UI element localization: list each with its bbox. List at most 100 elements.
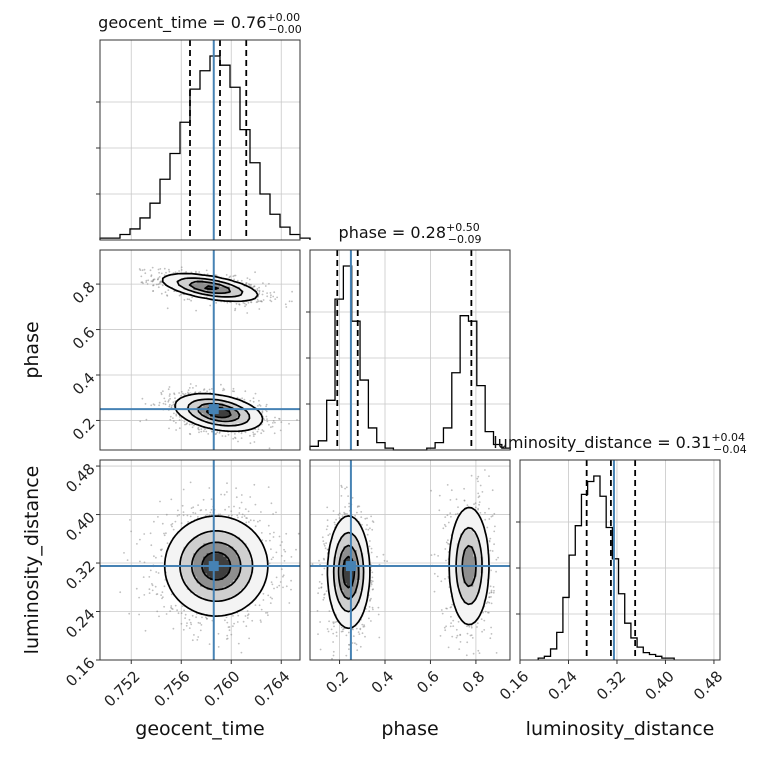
density-cell [203, 596, 207, 601]
sample-point [273, 531, 275, 534]
sample-point [258, 286, 260, 289]
sample-point [282, 575, 284, 578]
panel-title: luminosity_distance = 0.31+0.04 −0.04 [493, 431, 747, 456]
density-cell [253, 560, 257, 564]
sample-point [238, 507, 241, 509]
density-cell [170, 573, 174, 577]
sample-point [325, 590, 328, 592]
sample-point [210, 498, 213, 501]
sample-point [267, 594, 270, 597]
density-cell [243, 600, 247, 604]
density-cell [223, 566, 227, 571]
sample-point [366, 524, 368, 526]
density-cell [213, 603, 217, 607]
density-cell [186, 273, 191, 277]
sample-point [205, 509, 207, 511]
density-cell [223, 570, 227, 574]
density-cell [250, 553, 254, 557]
density-cell [263, 556, 267, 561]
density-cell [243, 286, 247, 291]
density-cell [233, 560, 237, 564]
density-cell [193, 606, 197, 611]
sample-point [243, 302, 246, 305]
density-cell [223, 606, 227, 611]
density-cell [213, 606, 217, 611]
density-cell [200, 550, 204, 554]
density-cell [180, 403, 184, 407]
sample-point [370, 551, 373, 554]
density-cell [253, 423, 257, 427]
sample-point [253, 483, 256, 486]
sample-point [210, 513, 213, 516]
density-cell [250, 540, 254, 544]
density-cell [220, 543, 224, 547]
sample-point [175, 414, 178, 417]
density-cell [226, 426, 231, 431]
sample-point [261, 300, 263, 303]
density-cell [203, 600, 207, 604]
density-cell [186, 573, 191, 577]
sample-point [245, 517, 248, 519]
density-cell [253, 580, 257, 584]
histogram-step [537, 475, 675, 660]
sample-point [244, 508, 247, 510]
sample-point [197, 636, 200, 638]
density-cell [263, 576, 267, 581]
density-cell [256, 556, 261, 561]
density-cell [246, 553, 251, 557]
sample-point [288, 422, 290, 425]
density-cell [183, 596, 187, 601]
density-cell [210, 533, 214, 537]
sample-point [195, 616, 198, 619]
density-cell [190, 600, 194, 604]
density-cell [206, 596, 211, 601]
density-cell [203, 423, 207, 427]
sample-point [280, 555, 283, 557]
sample-point [182, 488, 185, 491]
sample-point [368, 545, 371, 548]
density-cell [240, 553, 244, 557]
density-cell [190, 523, 194, 527]
sample-point [135, 587, 138, 590]
density-cell [190, 576, 194, 581]
sample-point [162, 390, 164, 393]
sample-point [369, 527, 371, 530]
density-cell [203, 610, 207, 614]
density-cell [260, 546, 264, 551]
sample-point [265, 415, 268, 418]
sample-point [262, 282, 264, 284]
density-cell [240, 426, 244, 431]
density-cell [213, 426, 217, 431]
sample-point [183, 299, 186, 301]
density-cell [260, 560, 264, 564]
density-cell [230, 396, 234, 401]
sample-point [252, 433, 255, 436]
sample-point [282, 586, 284, 589]
sample-point [226, 634, 229, 637]
density-cell [246, 543, 251, 547]
density-cell [226, 576, 231, 581]
density-cell [210, 423, 214, 427]
density-cell [200, 593, 204, 597]
density-cell [216, 296, 221, 301]
density-cell [206, 610, 211, 614]
sample-point [226, 637, 229, 640]
density-cell [223, 540, 227, 544]
sample-point [303, 560, 305, 562]
density-cell [236, 593, 241, 597]
contour-line [163, 515, 269, 617]
density-cell [186, 580, 191, 584]
density-cell [186, 546, 191, 551]
sample-point [325, 542, 327, 544]
density-cell [216, 596, 221, 601]
density-cell [223, 286, 227, 291]
density-cell [206, 393, 211, 397]
density-cell [260, 550, 264, 554]
density-cell [190, 546, 194, 551]
sample-point [237, 440, 239, 443]
density-cell [220, 396, 224, 401]
density-cell [186, 556, 191, 561]
density-cell [233, 413, 237, 417]
density-cell [193, 410, 197, 414]
density-cell [190, 606, 194, 611]
